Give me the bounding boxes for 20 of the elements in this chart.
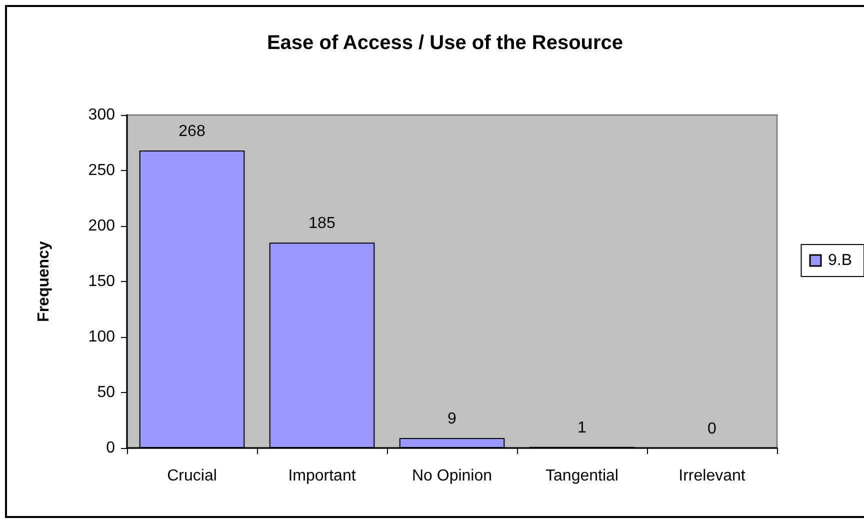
data-label: 185 [308,215,336,232]
y-tick-label: 50 [97,384,116,401]
legend-label: 9.B [828,252,852,269]
x-tick-label: Irrelevant [678,468,746,484]
y-tick-label: 150 [88,273,116,290]
chart-title: Ease of Access / Use of the Resource [266,32,624,54]
y-axis-title: Frequency [36,240,52,322]
y-tick-label: 100 [88,328,116,346]
y-tick-label: 250 [88,162,116,179]
y-tick-label: 0 [106,440,116,456]
y-tick-label: 300 [88,106,116,124]
data-label: 1 [578,419,587,436]
x-tick-label: Tangential [546,468,618,484]
data-label: 268 [178,123,206,140]
data-label: 0 [708,420,717,438]
x-tick-label: Important [288,468,356,484]
y-tick-label: 200 [88,218,116,234]
data-label: 9 [448,410,457,428]
x-tick-label: No Opinion [412,468,492,484]
x-tick-label: Crucial [167,468,217,484]
